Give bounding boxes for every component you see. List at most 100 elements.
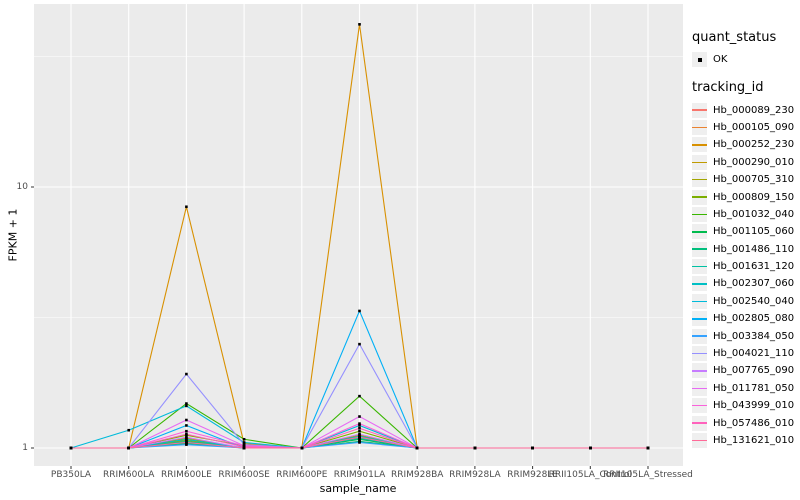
data-point bbox=[185, 418, 188, 422]
legend-item-Hb_001631_120: Hb_001631_120 bbox=[692, 258, 798, 275]
legend-key-box bbox=[692, 102, 707, 118]
legend-line-swatch bbox=[692, 265, 707, 268]
legend-key-box bbox=[692, 311, 707, 327]
legend-item-label: Hb_043999_010 bbox=[713, 400, 795, 412]
legend-key-box bbox=[692, 52, 707, 68]
legend-item-label: Hb_002307_060 bbox=[713, 278, 795, 290]
legend-item-Hb_001486_110: Hb_001486_110 bbox=[692, 241, 798, 258]
point-marker-icon bbox=[697, 57, 702, 62]
legend-key-box bbox=[692, 172, 707, 188]
legend-item-label: Hb_057486_010 bbox=[713, 417, 795, 429]
data-point bbox=[185, 437, 188, 441]
legend-item-Hb_007765_090: Hb_007765_090 bbox=[692, 362, 798, 379]
data-point bbox=[242, 446, 246, 450]
legend-item-label: Hb_000290_010 bbox=[713, 156, 795, 168]
legend-item-Hb_000089_230: Hb_000089_230 bbox=[692, 101, 798, 118]
y-tick-label: 10 bbox=[16, 182, 28, 192]
data-point bbox=[358, 394, 361, 398]
legend-line-swatch bbox=[692, 196, 707, 198]
legend-item-Hb_000105_090: Hb_000105_090 bbox=[692, 119, 798, 136]
legend-line-swatch bbox=[692, 387, 707, 390]
legend-key-box bbox=[692, 398, 707, 414]
legend-key-box bbox=[692, 363, 707, 379]
legend-item-label: Hb_001486_110 bbox=[713, 243, 795, 255]
data-point bbox=[358, 424, 361, 427]
x-axis-tick-labels: PB350LA RRIM600LA RRIM600LE RRIM600SE RRIM60… bbox=[34, 470, 693, 482]
data-point bbox=[242, 441, 246, 444]
legend-line-swatch bbox=[692, 109, 707, 111]
legend-item-Hb_000252_230: Hb_000252_230 bbox=[692, 136, 798, 153]
data-point bbox=[185, 432, 188, 436]
legend-item-Hb_000290_010: Hb_000290_010 bbox=[692, 154, 798, 171]
legend-key-box bbox=[692, 346, 707, 362]
legend-item-label: Hb_002805_080 bbox=[713, 313, 795, 325]
legend-item-label: Hb_001105_060 bbox=[713, 226, 795, 238]
legend-key-box bbox=[692, 276, 707, 292]
x-tick-label: RRIM928LE bbox=[507, 470, 558, 480]
legend-line-swatch bbox=[692, 161, 707, 163]
legend-item-ok: OK bbox=[692, 51, 798, 68]
legend-item-Hb_003384_050: Hb_003384_050 bbox=[692, 327, 798, 344]
legend-item-label: Hb_001631_120 bbox=[713, 261, 795, 273]
data-point bbox=[185, 205, 188, 209]
legend-item-Hb_011781_050: Hb_011781_050 bbox=[692, 380, 798, 397]
data-point bbox=[646, 446, 650, 450]
legend-title-tracking-id: tracking_id bbox=[692, 80, 764, 96]
data-point bbox=[127, 428, 130, 432]
legend-key-box bbox=[692, 206, 707, 222]
legend-item-label: Hb_007765_090 bbox=[713, 365, 795, 377]
x-axis-title: sample_name bbox=[319, 482, 397, 495]
legend-line-swatch bbox=[692, 352, 707, 355]
legend-item-Hb_002540_040: Hb_002540_040 bbox=[692, 293, 798, 310]
legend-line-swatch bbox=[692, 231, 707, 233]
legend-key-box bbox=[692, 415, 707, 431]
data-point bbox=[358, 435, 361, 439]
data-point bbox=[185, 402, 188, 405]
legend-item-label: Hb_000252_230 bbox=[713, 139, 795, 151]
legend-key-box bbox=[692, 328, 707, 344]
data-point bbox=[358, 342, 361, 346]
data-point bbox=[185, 441, 188, 444]
legend-line-swatch bbox=[692, 439, 707, 442]
legend-item-label: Hb_000705_310 bbox=[713, 174, 795, 186]
legend-line-swatch bbox=[692, 300, 707, 303]
legend-key-box bbox=[692, 119, 707, 135]
x-tick-label: RRIM600LE bbox=[160, 470, 212, 480]
plot-panel bbox=[31, 4, 683, 469]
legend-item-Hb_002805_080: Hb_002805_080 bbox=[692, 310, 798, 327]
data-point bbox=[242, 437, 246, 441]
data-point bbox=[300, 446, 304, 450]
legend-line-swatch bbox=[692, 144, 707, 146]
legend-key-box bbox=[692, 137, 707, 153]
legend-line-swatch bbox=[692, 422, 707, 424]
legend-item-Hb_043999_010: Hb_043999_010 bbox=[692, 397, 798, 414]
legend-item-Hb_004021_110: Hb_004021_110 bbox=[692, 345, 798, 362]
data-point bbox=[358, 429, 361, 433]
legend-item-label: Hb_000089_230 bbox=[713, 104, 795, 116]
legend-item-Hb_001032_040: Hb_001032_040 bbox=[692, 206, 798, 223]
legend-title-quant-status: quant_status bbox=[692, 30, 777, 45]
data-point bbox=[185, 429, 188, 433]
x-tick-label: RRIM600LA bbox=[102, 470, 155, 480]
data-point bbox=[358, 309, 361, 313]
legend-item-label: Hb_000105_090 bbox=[713, 121, 795, 133]
legend-line-swatch bbox=[692, 283, 707, 285]
legend-item-Hb_057486_010: Hb_057486_010 bbox=[692, 414, 798, 431]
data-point bbox=[358, 426, 361, 430]
data-point bbox=[473, 446, 477, 450]
data-point bbox=[185, 435, 188, 439]
x-tick-label: RRIM600SE bbox=[218, 470, 270, 480]
legend-item-label: OK bbox=[713, 54, 728, 66]
data-point bbox=[69, 446, 73, 450]
panel-background bbox=[34, 4, 683, 466]
x-tick-label: RRII105LA_Control bbox=[548, 470, 632, 480]
data-point bbox=[185, 424, 188, 427]
x-tick-label: RRIM901LA bbox=[333, 470, 386, 480]
data-point bbox=[358, 441, 361, 444]
legend-item-Hb_000809_150: Hb_000809_150 bbox=[692, 188, 798, 205]
legend-item-label: Hb_001032_040 bbox=[713, 208, 795, 220]
legend-key-box bbox=[692, 293, 707, 309]
data-point bbox=[185, 372, 188, 376]
legend-key-box bbox=[692, 241, 707, 257]
